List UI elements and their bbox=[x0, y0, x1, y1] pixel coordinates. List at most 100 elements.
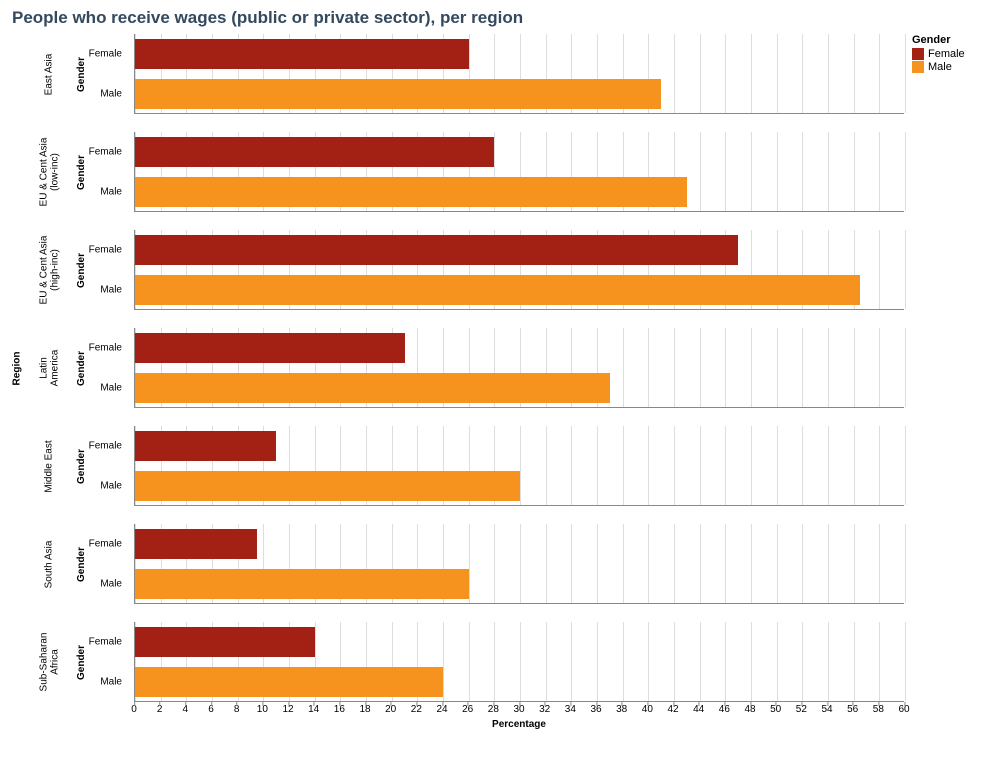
x-tick-label: 28 bbox=[488, 704, 499, 715]
bar bbox=[135, 569, 469, 599]
gridline bbox=[854, 524, 855, 603]
gridline bbox=[648, 524, 649, 603]
x-tick-label: 32 bbox=[539, 704, 550, 715]
x-tick-label: 44 bbox=[693, 704, 704, 715]
gridline bbox=[546, 524, 547, 603]
legend-swatch bbox=[912, 48, 924, 60]
bar bbox=[135, 177, 687, 207]
gridline bbox=[546, 622, 547, 701]
bar bbox=[135, 79, 661, 109]
gridline bbox=[648, 622, 649, 701]
y-axis-inner-label: Gender bbox=[72, 34, 90, 114]
facet-plot bbox=[134, 328, 904, 408]
bar bbox=[135, 627, 315, 657]
gridline bbox=[725, 34, 726, 113]
gridline bbox=[802, 132, 803, 211]
gridline bbox=[751, 524, 752, 603]
x-tick-label: 26 bbox=[462, 704, 473, 715]
x-tick-label: 42 bbox=[667, 704, 678, 715]
gridline bbox=[597, 524, 598, 603]
gridline bbox=[828, 622, 829, 701]
y-tick-label: Male bbox=[100, 677, 128, 688]
gridline bbox=[700, 34, 701, 113]
gridline bbox=[879, 230, 880, 309]
x-tick-label: 6 bbox=[208, 704, 214, 715]
y-axis-inner-label: Gender bbox=[72, 622, 90, 702]
gridline bbox=[648, 328, 649, 407]
gridline bbox=[905, 132, 906, 211]
x-tick-label: 20 bbox=[385, 704, 396, 715]
gridline bbox=[700, 622, 701, 701]
facet-plot bbox=[134, 622, 904, 702]
gridline bbox=[828, 328, 829, 407]
y-axis-inner-label: Gender bbox=[72, 132, 90, 212]
facet-plot bbox=[134, 426, 904, 506]
gridline bbox=[469, 524, 470, 603]
gridline bbox=[828, 34, 829, 113]
x-tick-label: 48 bbox=[744, 704, 755, 715]
gridline bbox=[623, 622, 624, 701]
legend-label: Female bbox=[928, 48, 965, 60]
y-tick-label: Male bbox=[100, 579, 128, 590]
gridline bbox=[674, 622, 675, 701]
gridline bbox=[777, 622, 778, 701]
bar bbox=[135, 529, 257, 559]
x-tick-label: 10 bbox=[257, 704, 268, 715]
gridline bbox=[648, 426, 649, 505]
gridline bbox=[700, 132, 701, 211]
gridline bbox=[520, 622, 521, 701]
x-tick-label: 30 bbox=[513, 704, 524, 715]
x-tick-label: 14 bbox=[308, 704, 319, 715]
gridline bbox=[597, 622, 598, 701]
region-label: East Asia bbox=[26, 34, 72, 114]
y-tick-label: Female bbox=[89, 637, 128, 648]
x-tick-label: 22 bbox=[411, 704, 422, 715]
y-tick-label: Male bbox=[100, 481, 128, 492]
gridline bbox=[802, 426, 803, 505]
bar bbox=[135, 275, 860, 305]
y-tick-label: Male bbox=[100, 187, 128, 198]
region-label: Sub-SaharanAfrica bbox=[26, 622, 72, 702]
legend-swatch bbox=[912, 61, 924, 73]
gridline bbox=[854, 328, 855, 407]
gridline bbox=[879, 622, 880, 701]
gridline bbox=[879, 34, 880, 113]
x-axis: 0246810121416182022242628303234363840424… bbox=[134, 702, 904, 730]
x-tick-label: 36 bbox=[590, 704, 601, 715]
gridline bbox=[443, 622, 444, 701]
gridline bbox=[751, 328, 752, 407]
facet-plot bbox=[134, 132, 904, 212]
gridline bbox=[802, 622, 803, 701]
legend-label: Male bbox=[928, 61, 952, 73]
gridline bbox=[777, 34, 778, 113]
gridline bbox=[854, 426, 855, 505]
gridline bbox=[802, 328, 803, 407]
gridline bbox=[879, 132, 880, 211]
gridline bbox=[700, 328, 701, 407]
gridline bbox=[494, 524, 495, 603]
x-tick-label: 24 bbox=[436, 704, 447, 715]
gridline bbox=[494, 622, 495, 701]
bar bbox=[135, 39, 469, 69]
bar bbox=[135, 431, 276, 461]
y-tick-label: Female bbox=[89, 245, 128, 256]
gridline bbox=[905, 426, 906, 505]
gridline bbox=[905, 328, 906, 407]
y-tick-label: Female bbox=[89, 539, 128, 550]
gridline bbox=[725, 132, 726, 211]
y-axis-inner-label: Gender bbox=[72, 230, 90, 310]
gridline bbox=[879, 328, 880, 407]
gridline bbox=[571, 426, 572, 505]
facet-plot bbox=[134, 524, 904, 604]
x-tick-label: 2 bbox=[157, 704, 163, 715]
x-tick-label: 46 bbox=[719, 704, 730, 715]
gridline bbox=[674, 34, 675, 113]
gridline bbox=[905, 622, 906, 701]
y-tick-label: Female bbox=[89, 49, 128, 60]
region-label: EU & Cent Asia(low-inc) bbox=[26, 132, 72, 212]
gridline bbox=[828, 524, 829, 603]
x-tick-label: 8 bbox=[234, 704, 240, 715]
gridline bbox=[854, 622, 855, 701]
gridline bbox=[700, 426, 701, 505]
gridline bbox=[546, 426, 547, 505]
